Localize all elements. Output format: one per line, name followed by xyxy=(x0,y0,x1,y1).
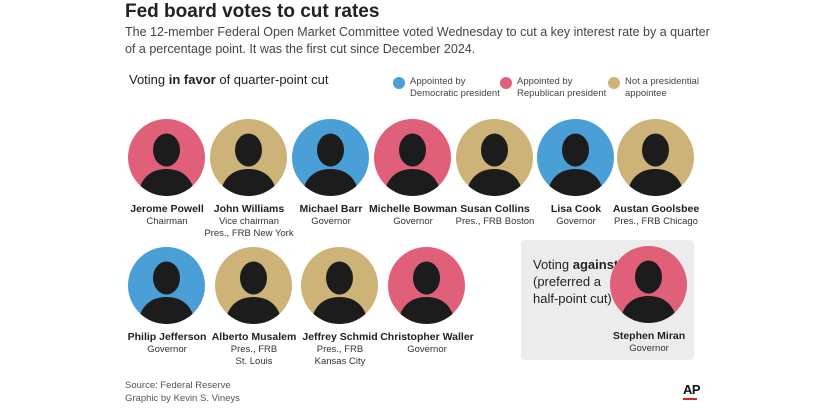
member-role: Governor xyxy=(393,216,433,227)
in-favor-heading: Voting in favor of quarter-point cut xyxy=(129,72,328,87)
ap-logo: AP xyxy=(683,382,701,397)
member-name: Christopher Waller xyxy=(380,331,474,343)
member-role: Governor xyxy=(407,344,447,355)
legend-label-nonappointee: Not a presidential appointee xyxy=(625,76,699,99)
member-role: Pres., FRB Kansas City xyxy=(314,344,366,367)
credit-line: Graphic by Kevin S. Vineys xyxy=(125,393,240,404)
member-name: Lisa Cook xyxy=(550,203,602,215)
legend-dot-republican xyxy=(500,77,512,89)
member-name: Michelle Bowman xyxy=(368,203,458,215)
member-name: Jeffrey Schmid xyxy=(302,331,378,343)
member-name: Susan Collins xyxy=(460,203,530,215)
member-name: Jerome Powell xyxy=(130,203,204,215)
page-subtitle: The 12-member Federal Open Market Commit… xyxy=(125,25,710,56)
member-role: Governor xyxy=(311,216,351,227)
legend-dot-nonappointee xyxy=(608,77,620,89)
ap-logo-underline xyxy=(683,398,697,400)
member-role: Pres., FRB St. Louis xyxy=(230,344,278,367)
legend-item-republican: Appointed by Republican president xyxy=(500,76,617,100)
source-line: Source: Federal Reserve xyxy=(125,380,231,391)
member-role: Pres., FRB Boston xyxy=(455,216,535,227)
member-role: Governor xyxy=(629,343,669,354)
member-name: Stephen Miran xyxy=(612,330,686,342)
portrait-christopher-waller xyxy=(388,247,465,324)
in-favor-bold: in favor xyxy=(168,72,216,87)
legend-dot-democratic xyxy=(393,77,405,89)
portrait-alberto-musalem xyxy=(215,247,292,324)
portrait-michael-barr xyxy=(292,119,369,196)
portrait-lisa-cook xyxy=(537,119,614,196)
portrait-stephen-miran xyxy=(610,246,687,323)
member-role: Chairman xyxy=(146,216,188,227)
portrait-susan-collins xyxy=(456,119,533,196)
legend-label-democratic: Appointed by Democratic president xyxy=(410,76,500,99)
member-name: John Williams xyxy=(213,203,285,215)
against-suffix: (preferred a half-point cut) xyxy=(533,274,612,306)
member-name: Michael Barr xyxy=(299,203,363,215)
portrait-jerome-powell xyxy=(128,119,205,196)
member-role: Governor xyxy=(556,216,596,227)
legend-label-republican: Appointed by Republican president xyxy=(517,76,607,99)
legend-item-nonappointee: Not a presidential appointee xyxy=(608,76,715,100)
source-credit: Source: Federal Reserve Graphic by Kevin… xyxy=(125,379,240,405)
voting-against-heading: Voting against (preferred a half-point c… xyxy=(533,256,623,307)
portrait-michelle-bowman xyxy=(374,119,451,196)
in-favor-prefix: Voting xyxy=(129,72,169,87)
page-title: Fed board votes to cut rates xyxy=(125,1,380,22)
member-role: Vice chairman Pres., FRB New York xyxy=(204,216,294,239)
member-name: Philip Jefferson xyxy=(127,331,207,343)
member-name: Alberto Musalem xyxy=(211,331,297,343)
portrait-austan-goolsbee xyxy=(617,119,694,196)
against-bold: against xyxy=(572,257,619,272)
portrait-john-williams xyxy=(210,119,287,196)
portrait-philip-jefferson xyxy=(128,247,205,324)
member-role: Governor xyxy=(147,344,187,355)
portrait-jeffrey-schmid xyxy=(301,247,378,324)
member-name: Austan Goolsbee xyxy=(612,203,700,215)
against-prefix: Voting xyxy=(533,257,573,272)
member-role: Pres., FRB Chicago xyxy=(614,216,698,227)
legend-item-democratic: Appointed by Democratic president xyxy=(393,76,510,100)
in-favor-suffix: of quarter-point cut xyxy=(215,72,329,87)
